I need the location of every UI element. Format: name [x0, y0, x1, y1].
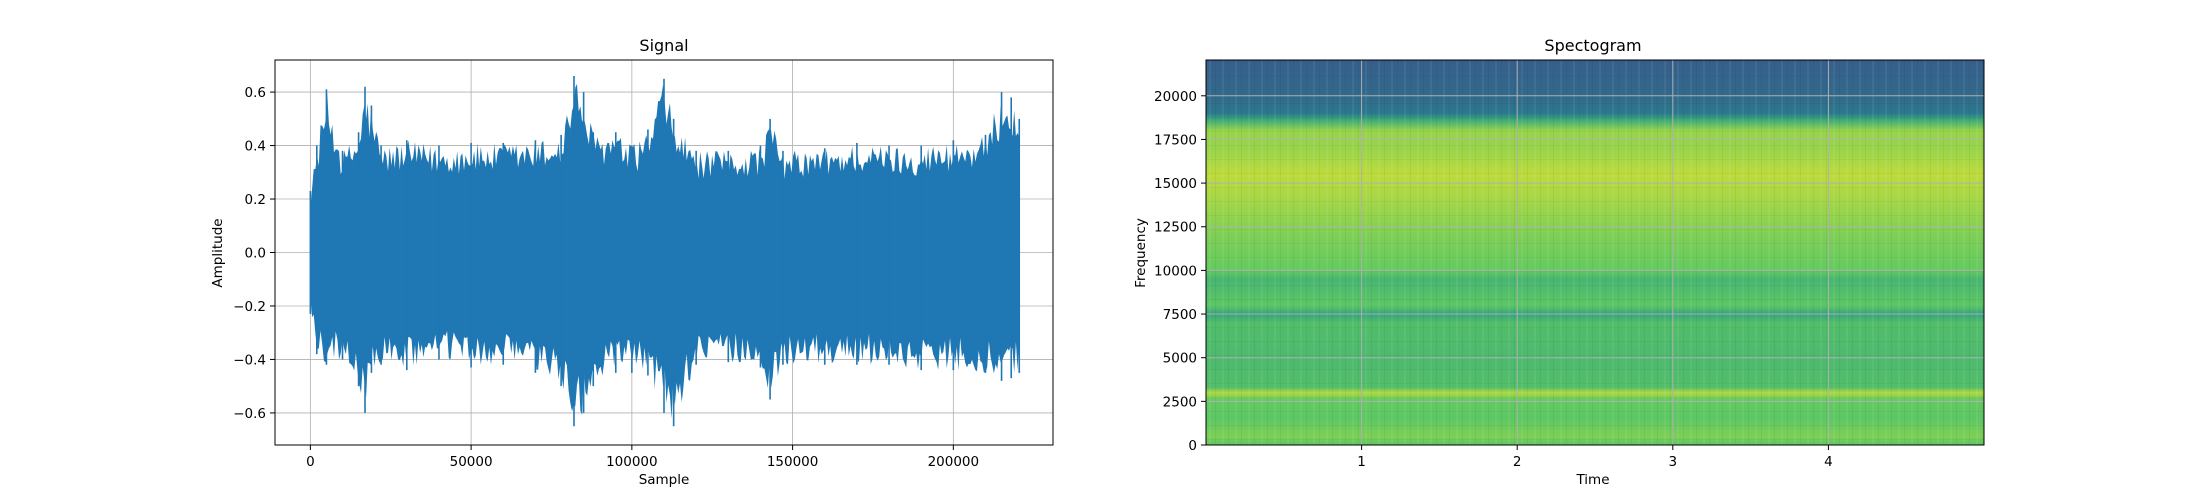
signal-waveform	[310, 84, 1020, 419]
spectrogram-texture	[1206, 60, 1984, 445]
spectrogram-x-tick-label: 4	[1824, 454, 1833, 470]
signal-y-tick-label: 0.2	[245, 192, 266, 208]
signal-y-tick-label: 0.0	[245, 246, 266, 262]
signal-x-tick-label: 200000	[928, 454, 980, 470]
spectrogram-axes-frame	[1205, 59, 1985, 446]
signal-x-tick-label: 100000	[606, 454, 658, 470]
signal-y-tick-label: 0.6	[245, 85, 266, 101]
signal-x-tick-label: 150000	[767, 454, 819, 470]
spectrogram-y-axis-label: Frequency	[1133, 218, 1149, 288]
spectrogram-y-tick-label: 17500	[1154, 132, 1197, 148]
signal-x-axis-label: Sample	[639, 472, 690, 488]
signal-y-tick-label: −0.2	[233, 299, 266, 315]
signal-plot: 0 50000 100000 150000 200000 −0.6 −0.4 −0.2 0.0…	[210, 36, 1054, 488]
spectrogram-plot: 1 2 3 4 0 2500 5000 7500 10000 12500 15000 17500 20…	[1133, 36, 1985, 488]
signal-title: Signal	[639, 36, 688, 55]
spectrogram-y-tick-label: 12500	[1154, 220, 1197, 236]
spectrogram-x-tick-label: 3	[1669, 454, 1678, 470]
spectrogram-y-tick-label: 10000	[1154, 263, 1197, 279]
spectrogram-x-tick-label: 2	[1513, 454, 1522, 470]
signal-x-tick-label: 50000	[450, 454, 493, 470]
signal-spikes	[309, 76, 1021, 427]
signal-y-tick-label: −0.6	[233, 406, 266, 422]
spectrogram-title: Spectogram	[1544, 36, 1641, 55]
spectrogram-y-tick-label: 7500	[1163, 307, 1197, 323]
spectrogram-y-tick-label: 0	[1188, 438, 1197, 454]
signal-y-axis: −0.6 −0.4 −0.2 0.0 0.2 0.4 0.6	[233, 85, 275, 422]
signal-y-tick-label: 0.4	[245, 139, 266, 155]
signal-x-tick-label: 0	[306, 454, 315, 470]
signal-y-axis-label: Amplitude	[210, 218, 226, 287]
spectrogram-x-axis-label: Time	[1575, 472, 1609, 488]
spectrogram-y-tick-label: 15000	[1154, 176, 1197, 192]
spectrogram-y-tick-label: 2500	[1163, 394, 1197, 410]
signal-x-axis: 0 50000 100000 150000 200000	[306, 445, 979, 470]
spectrogram-x-axis: 1 2 3 4	[1357, 445, 1833, 470]
signal-y-tick-label: −0.4	[233, 352, 266, 368]
spectrogram-y-axis: 0 2500 5000 7500 10000 12500 15000 17500 20000	[1154, 89, 1206, 454]
spectrogram-x-tick-label: 1	[1357, 454, 1366, 470]
spectrogram-y-tick-label: 5000	[1163, 351, 1197, 367]
spectrogram-y-tick-label: 20000	[1154, 89, 1197, 105]
